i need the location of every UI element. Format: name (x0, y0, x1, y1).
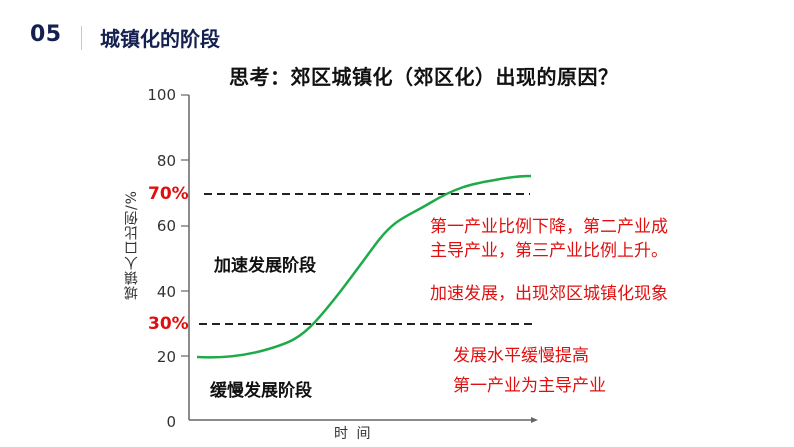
y-tick-60: 60 (157, 217, 176, 235)
note-line: 发展水平缓慢提高 (453, 346, 589, 366)
y-tick-40: 40 (157, 283, 176, 301)
ref-label-30: 30% (148, 314, 189, 334)
note-line: 第一产业比例下降，第二产业成 (430, 217, 668, 237)
note-line: 第一产业为主导产业 (453, 376, 606, 396)
y-axis-label: 城镇人口比例/% (124, 190, 140, 301)
y-ticks (181, 94, 189, 357)
ref-label-70: 70% (148, 184, 189, 204)
stage-accelerated: 加速发展阶段 (214, 256, 316, 276)
note-suburbanization: 加速发展，出现郊区城镇化现象 (430, 284, 668, 304)
y-tick-80: 80 (157, 152, 176, 170)
stage-slow: 缓慢发展阶段 (210, 381, 312, 401)
note-slow-development: 发展水平缓慢提高 第一产业为主导产业 (453, 344, 606, 398)
x-axis-label: 时 间 (334, 426, 373, 442)
x-axis-arrow-icon (531, 417, 538, 423)
y-tick-0: 0 (166, 413, 176, 431)
section-number: 05 (30, 22, 62, 47)
section-title: 城镇化的阶段 (100, 27, 220, 51)
slide-header: 05 城镇化的阶段 (0, 0, 794, 60)
chart-question-title: 思考：郊区城镇化（郊区化）出现的原因？ (229, 65, 619, 89)
note-line: 主导产业，第三产业比例上升。 (430, 241, 668, 261)
header-divider (81, 26, 82, 50)
note-accelerated-industry: 第一产业比例下降，第二产业成 主导产业，第三产业比例上升。 (430, 215, 668, 263)
y-tick-100: 100 (147, 86, 176, 104)
y-tick-20: 20 (157, 348, 176, 366)
urbanization-curve (196, 174, 532, 359)
